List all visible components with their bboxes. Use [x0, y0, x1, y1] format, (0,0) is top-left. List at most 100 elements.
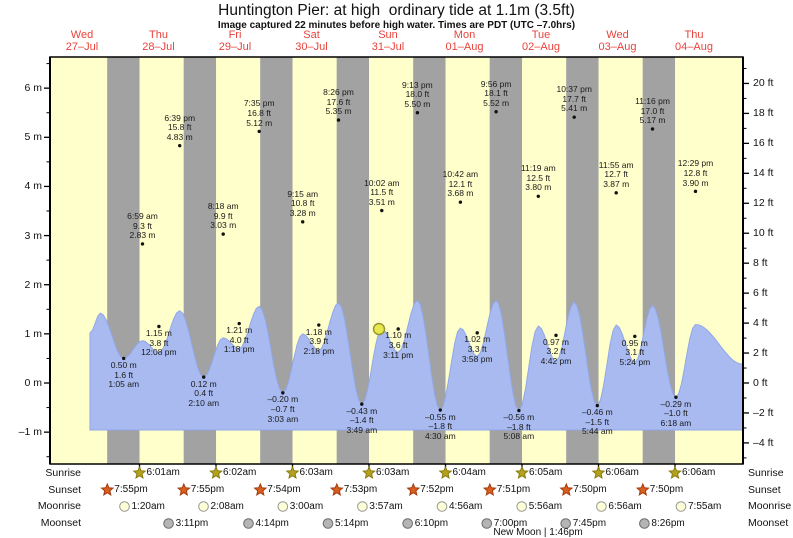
- day-name-label: Tue: [531, 29, 551, 41]
- high-anno-m: 1.21 m: [226, 325, 253, 336]
- day-name-label: Fri: [228, 29, 242, 41]
- low-tide-annotation: –0.56 m –1.8 ft 5:08 am: [503, 412, 535, 442]
- astro-row-label-right: Sunset: [748, 483, 781, 496]
- tide-event-dot: [281, 391, 285, 395]
- day-name-label: Sat: [303, 29, 320, 41]
- low-tide-annotation: 0.50 m 1.6 ft 1:05 am: [108, 360, 139, 390]
- high-anno-time: 12:08 pm: [141, 347, 177, 358]
- high-tide-annotation: 1.21 m 4.0 ft 1:18 pm: [224, 325, 255, 355]
- upper-anno-ft: 16.8 ft: [247, 108, 271, 119]
- moonrise-time: 1:20am: [131, 500, 165, 512]
- upper-tide-annotation: 6:59 am 9.3 ft 2.83 m: [127, 212, 158, 241]
- upper-anno-time: 9:15 am: [287, 189, 319, 200]
- sunrise-star-icon: [362, 465, 376, 479]
- low-tide-annotation: –0.29 m –1.0 ft 6:18 am: [661, 399, 692, 429]
- low-anno-time: 3:03 am: [267, 413, 299, 424]
- upper-anno-time: 12:29 pm: [677, 158, 714, 169]
- moonrise-circle-icon: [277, 501, 289, 512]
- meters-axis-label: –1 m: [18, 426, 42, 439]
- moonrise-circle-icon: [357, 501, 368, 512]
- sunrise-star-icon: [591, 465, 606, 479]
- upper-anno-m: 2.83 m: [129, 230, 156, 241]
- upper-anno-m: 3.80 m: [525, 182, 552, 193]
- upper-anno-ft: 12.8 ft: [683, 168, 708, 179]
- upper-anno-time: 8:26 pm: [323, 87, 354, 98]
- high-anno-m: 1.18 m: [305, 326, 332, 337]
- high-anno-m: 1.02 m: [464, 334, 491, 345]
- tide-event-dot: [237, 321, 241, 326]
- day-name-label: Mon: [453, 29, 476, 41]
- day-date-label: 30–Jul: [295, 41, 328, 53]
- sunrise-time: 6:02am: [223, 467, 257, 478]
- high-anno-time: 3:11 pm: [383, 349, 414, 360]
- high-anno-ft: 3.2 ft: [546, 346, 566, 357]
- upper-tide-annotation: 8:26 pm 17.6 ft 5.35 m: [323, 88, 354, 117]
- moonset-time: 7:45pm: [572, 517, 607, 529]
- upper-anno-ft: 9.3 ft: [133, 220, 152, 231]
- low-tide-annotation: –0.55 m –1.8 ft 4:30 am: [425, 412, 456, 442]
- upper-anno-m: 3.87 m: [603, 179, 630, 190]
- sunrise-time: 6:03am: [299, 467, 333, 478]
- high-tide-annotation: 1.15 m 3.8 ft 12:08 pm: [141, 328, 177, 358]
- tide-event-dot: [221, 232, 225, 236]
- high-anno-ft: 4.0 ft: [229, 334, 249, 345]
- upper-anno-time: 8:18 am: [207, 201, 239, 212]
- moonset-circle-icon: [243, 518, 254, 529]
- high-anno-m: 0.97 m: [543, 336, 569, 347]
- low-anno-ft: –1.5 ft: [585, 416, 610, 427]
- high-anno-ft: 3.3 ft: [467, 343, 487, 354]
- tide-event-dot: [572, 115, 576, 119]
- sunset-star-icon: [635, 482, 650, 496]
- tide-event-dot: [396, 327, 400, 331]
- low-anno-m: –0.46 m: [581, 407, 613, 418]
- sunset-time: 7:52pm: [420, 484, 454, 495]
- tide-event-dot: [458, 200, 463, 204]
- moonset-circle-icon: [560, 518, 572, 529]
- low-anno-time: 5:08 am: [503, 431, 535, 442]
- sunrise-star-icon: [438, 465, 453, 479]
- day-date-label: 27–Jul: [65, 41, 99, 53]
- sunset-time: 7:51pm: [496, 484, 531, 495]
- upper-anno-ft: 11.5 ft: [370, 187, 394, 198]
- upper-anno-m: 4.83 m: [166, 132, 193, 143]
- upper-tide-annotation: 6:39 pm 15.8 ft 4.83 m: [164, 113, 195, 143]
- day-name-label: Thu: [149, 29, 168, 41]
- moonrise-circle-icon: [675, 501, 687, 512]
- upper-anno-ft: 12.5 ft: [526, 173, 551, 184]
- moonrise-circle-icon: [596, 501, 607, 512]
- upper-tide-annotation: 9:13 pm 18.0 ft 5.50 m: [402, 79, 433, 110]
- high-anno-time: 2:18 pm: [303, 345, 335, 356]
- sunrise-star-icon: [209, 465, 223, 479]
- tide-event-dot: [415, 111, 420, 115]
- upper-anno-ft: 9.9 ft: [213, 210, 233, 221]
- feet-axis-label: 12 ft: [753, 197, 774, 210]
- chart-title: Huntington Pier: at high ordinary tide a…: [218, 2, 575, 19]
- feet-axis-label: 6 ft: [753, 287, 768, 300]
- sunrise-star-icon: [132, 465, 147, 479]
- feet-axis-label: 18 ft: [753, 107, 774, 120]
- tide-curve: [89, 299, 744, 431]
- day-date-label: 01–Aug: [445, 41, 484, 53]
- astro-row-label-left: Moonset: [40, 517, 81, 529]
- high-anno-m: 1.10 m: [385, 330, 412, 341]
- moonrise-circle-icon: [119, 501, 130, 512]
- sunrise-star-icon: [515, 465, 529, 479]
- sunrise-time: 6:06am: [682, 467, 716, 478]
- moonset-circle-icon: [163, 518, 174, 529]
- tide-event-dot: [122, 356, 126, 361]
- astro-row-label-left: Moonrise: [37, 500, 81, 512]
- feet-axis-label: 10 ft: [753, 227, 774, 240]
- astro-row-label-left: Sunset: [48, 483, 81, 496]
- sunset-star-icon: [559, 482, 574, 496]
- low-anno-m: –0.56 m: [503, 412, 535, 423]
- upper-anno-time: 9:13 pm: [402, 79, 433, 90]
- upper-anno-time: 11:55 am: [598, 160, 634, 171]
- moonrise-circle-icon: [436, 501, 448, 512]
- current-time-marker: [372, 322, 386, 336]
- upper-anno-m: 3.51 m: [368, 196, 395, 207]
- moonset-time: 3:11pm: [175, 517, 209, 529]
- sunset-time: 7:55pm: [114, 484, 148, 495]
- sunset-star-icon: [329, 482, 344, 496]
- upper-anno-ft: 17.6 ft: [326, 96, 351, 107]
- sunset-star-icon: [253, 482, 268, 496]
